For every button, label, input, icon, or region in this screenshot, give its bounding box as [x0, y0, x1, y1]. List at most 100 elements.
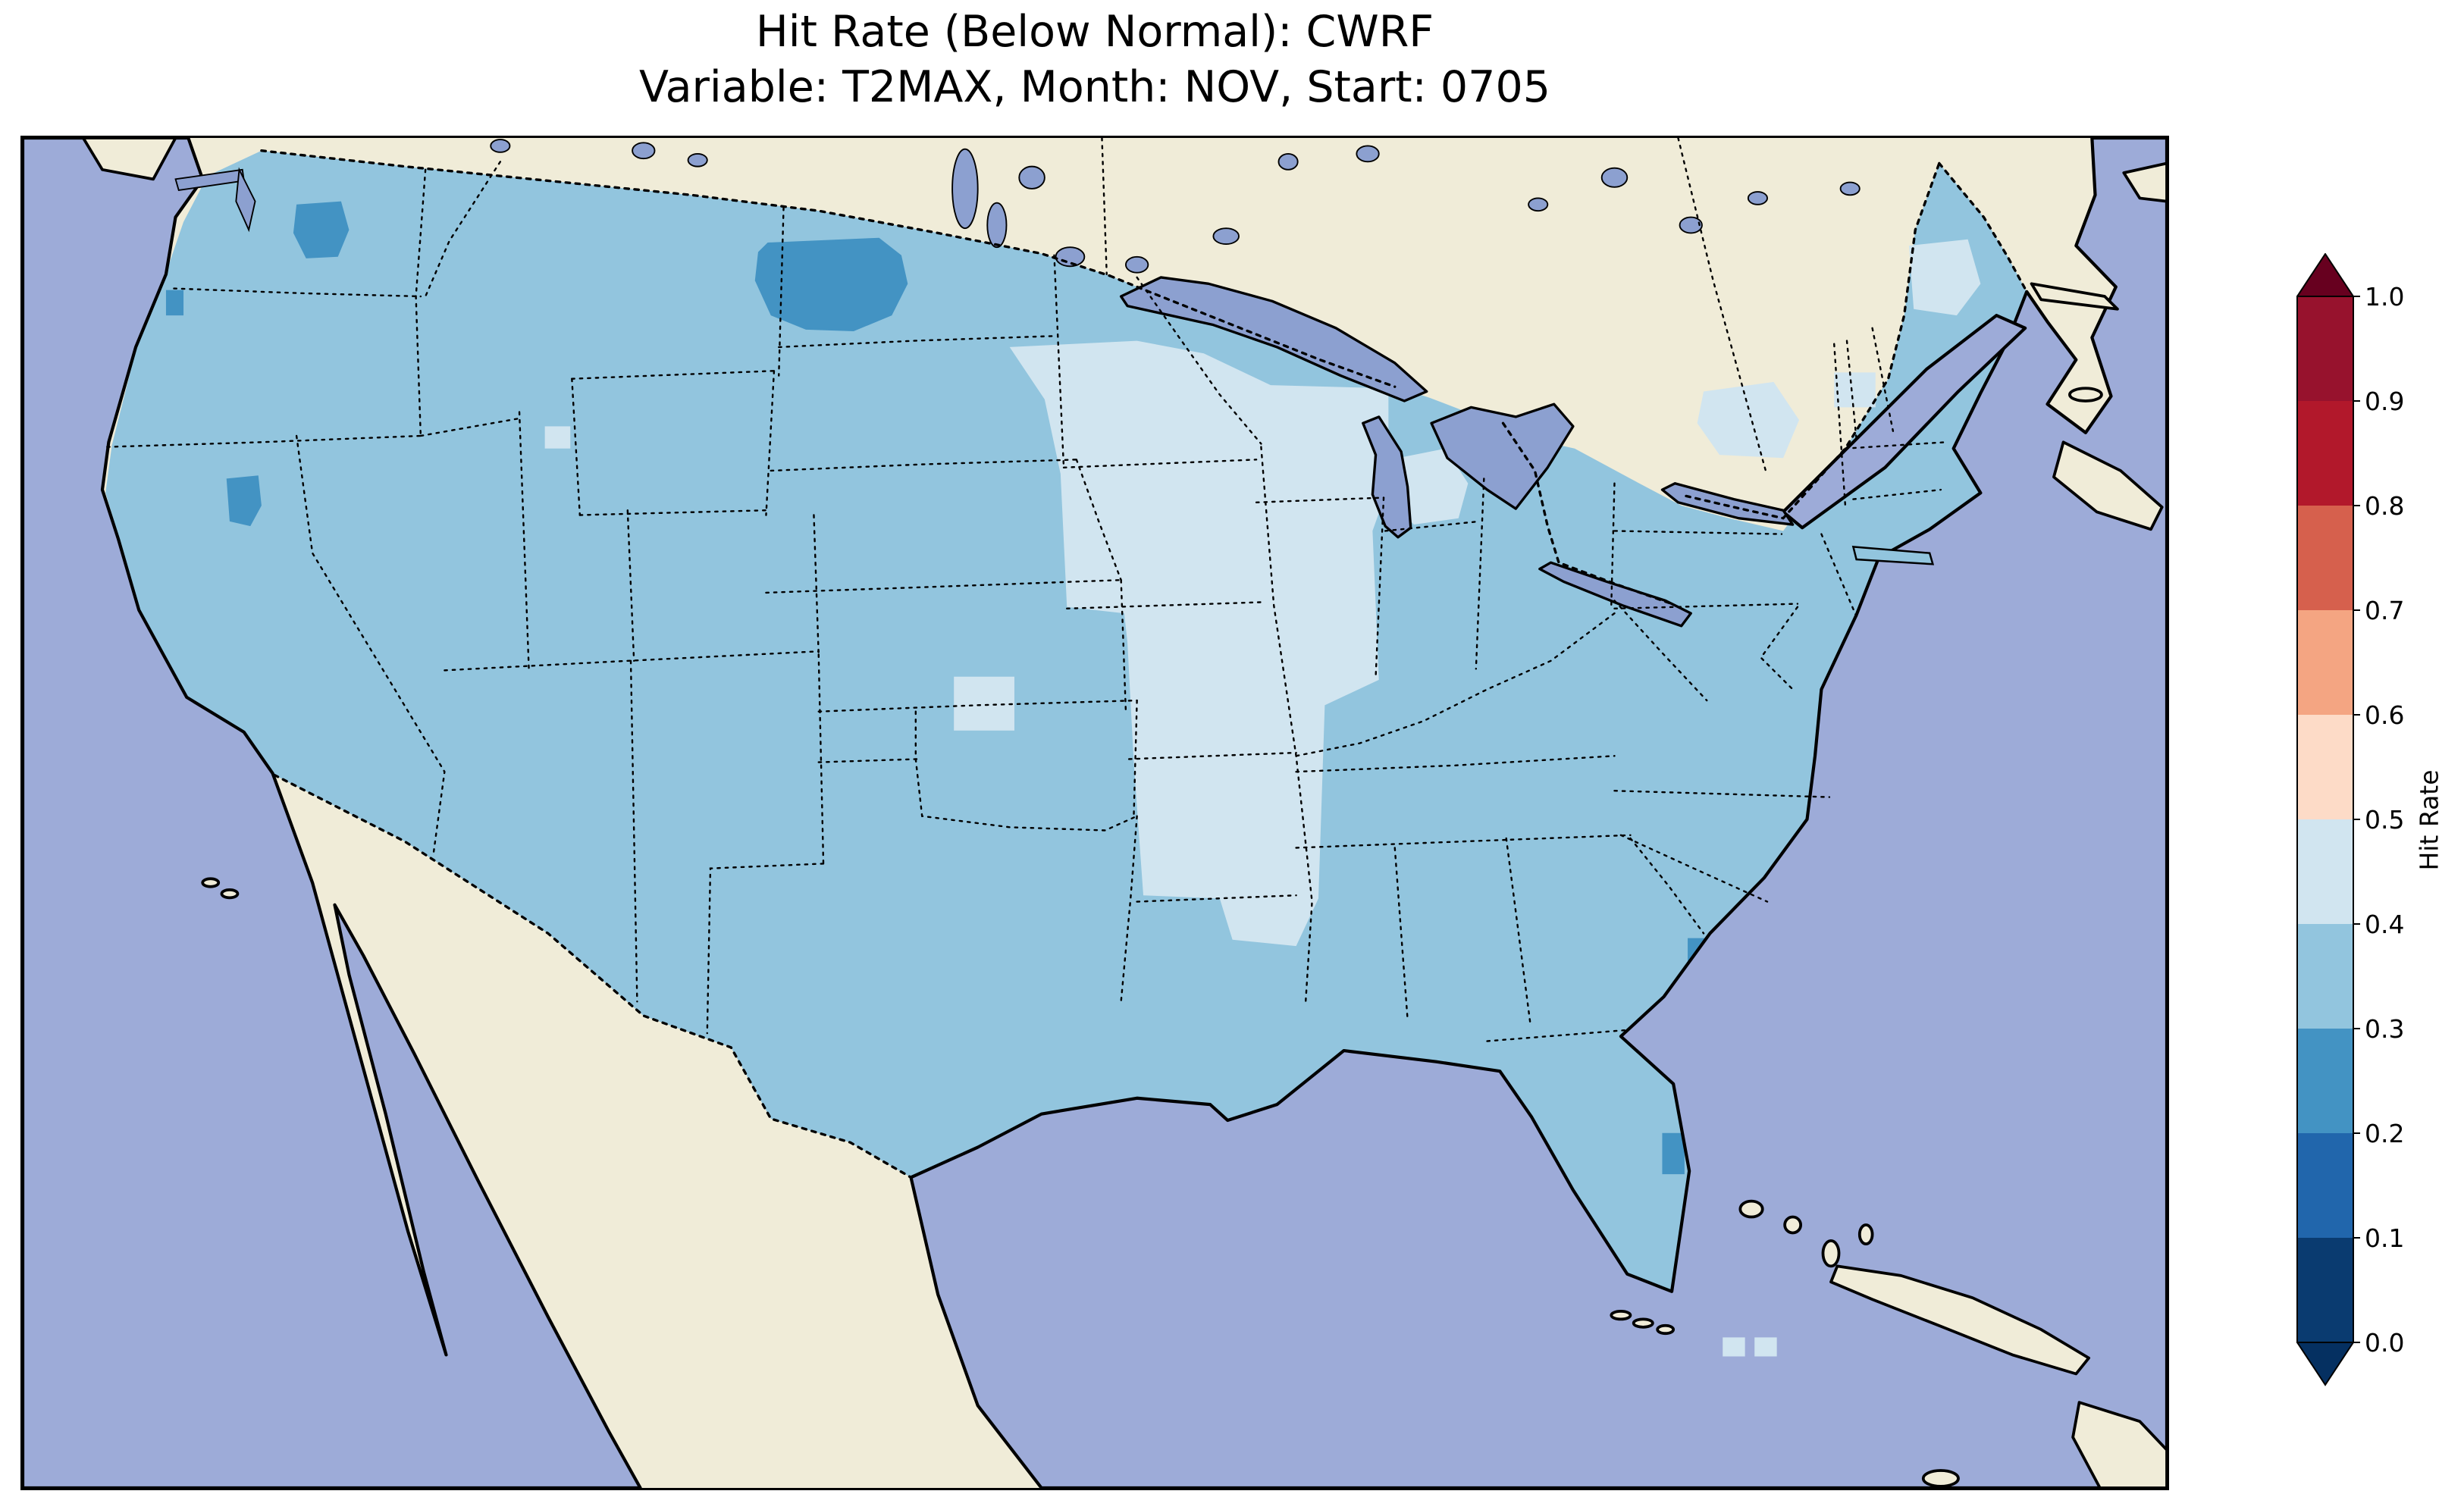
state-border-line	[1062, 459, 1258, 469]
colorbar-bin-0.7-0.8	[2297, 506, 2353, 611]
colorbar-bin-0.5-0.6	[2297, 715, 2353, 820]
colorbar-tick-label: 0.5	[2365, 805, 2404, 835]
map-axes-frame	[20, 136, 2169, 1490]
colorbar-bin-0.8-0.9	[2297, 401, 2353, 506]
lake	[1356, 145, 1380, 163]
maine-light-patch	[1908, 239, 1981, 316]
long-island	[1851, 545, 1935, 565]
state-border-line	[778, 335, 1055, 349]
colorbar-bin-0.1-0.2	[2297, 1133, 2353, 1239]
atlantic-and-gulf-of-mexico	[909, 138, 2167, 1488]
state-border-line	[1844, 441, 1947, 449]
state-border-line	[578, 509, 767, 516]
state-border-line	[1295, 834, 1632, 849]
state-border-line	[173, 287, 422, 298]
state-border-line	[424, 161, 502, 298]
colorbar-tick-label: 0.8	[2365, 491, 2404, 521]
state-border-line	[1120, 815, 1138, 1003]
state-border-line	[817, 758, 919, 763]
lake	[1277, 152, 1299, 171]
state-borders	[106, 138, 1947, 1042]
state-border-line	[1505, 837, 1531, 1023]
state-border-line	[765, 579, 1122, 594]
prince-edward-island	[2068, 387, 2103, 402]
lake-ontario	[1660, 482, 1795, 526]
province-border-line	[1101, 138, 1108, 275]
colorbar-bin-0.2-0.3	[2297, 1029, 2353, 1134]
colorbar-tick-label: 0.1	[2365, 1223, 2404, 1253]
anticosti-island	[2030, 282, 2119, 311]
lake-huron	[1430, 402, 1575, 510]
vancouver-island	[81, 138, 177, 181]
state-border-line	[1375, 496, 1385, 678]
map-canvas	[23, 138, 2167, 1488]
lake	[1679, 216, 1703, 234]
state-border-line	[415, 168, 427, 437]
state-border-line	[571, 370, 776, 380]
state-border-line	[770, 459, 1078, 472]
state-border-line	[629, 659, 638, 1003]
state-border-line	[1613, 600, 1708, 702]
province-border-line	[1677, 138, 1767, 472]
state-border-line	[1255, 496, 1385, 503]
florida-keys	[1632, 1317, 1654, 1329]
state-border-line	[1066, 601, 1262, 610]
state-border-line	[813, 514, 820, 656]
state-border-line	[1852, 488, 1942, 500]
state-border-line	[914, 758, 1138, 832]
new-england-light-patch	[1834, 372, 1876, 408]
midwest-light-region	[1009, 340, 1389, 947]
conus-hit-rate-layer	[105, 150, 2027, 1292]
lake	[986, 202, 1008, 249]
hispaniola	[2071, 1401, 2167, 1488]
state-border-line	[1820, 533, 1857, 618]
us-canada-border-northeast	[1685, 161, 1941, 520]
us-canada-border-lakes	[1501, 421, 1673, 606]
channel-islands	[201, 877, 221, 888]
state-border-line	[444, 650, 820, 672]
lake	[1528, 197, 1549, 212]
channel-islands	[220, 888, 240, 900]
colorbar-tick-label: 0.6	[2365, 700, 2404, 730]
lake	[632, 142, 656, 160]
jamaica	[1921, 1469, 1960, 1488]
bahamas-island	[1857, 1223, 1874, 1245]
lake-winnipeg	[951, 148, 979, 230]
colorbar-bin-0.6-0.7	[2297, 610, 2353, 716]
bahamas-island	[1783, 1215, 1803, 1235]
colorbar-tick-label: 0.0	[2365, 1328, 2404, 1358]
cuba	[1829, 1264, 2091, 1376]
colorbar-extend-under	[2296, 1342, 2355, 1386]
nova-scotia	[2052, 440, 2164, 531]
st-lawrence-river	[1781, 314, 2027, 530]
lake-erie	[1538, 561, 1692, 628]
florida-coast-low-patch	[1662, 1132, 1685, 1175]
state-border-line	[1393, 847, 1409, 1020]
colorbar-extend-over	[2296, 253, 2355, 297]
state-border-line	[1133, 699, 1138, 817]
state-border-line	[1845, 340, 1857, 440]
colorbar-tick-label: 0.4	[2365, 910, 2404, 939]
state-border-line	[295, 434, 446, 856]
state-border-line	[1075, 459, 1122, 581]
colorbar-axis-label: Hit Rate	[2414, 769, 2444, 871]
lake	[1018, 165, 1045, 189]
state-border-line	[1053, 254, 1065, 469]
colorbar-bin-0.4-0.5	[2297, 819, 2353, 925]
state-border-line	[1295, 755, 1616, 773]
colorbar: 1.0 0.9 0.8 0.7 0.6 0.5 0.4 0.3 0.2 0.1 0.0	[2296, 253, 2404, 1386]
figure-subtitle: Variable: T2MAX, Month: NOV, Start: 0705	[639, 61, 1550, 112]
state-border-line	[817, 699, 1138, 713]
colorbar-tick-label: 0.9	[2365, 387, 2404, 416]
great-salt-lake-light-patch	[544, 426, 571, 449]
washington-low-patch	[293, 201, 350, 258]
lake	[1839, 181, 1861, 196]
colorbar-tick-label: 0.3	[2365, 1014, 2404, 1044]
north-dakota-low-patch	[754, 237, 908, 332]
pacific-ocean	[23, 138, 642, 1488]
us-canada-border-superior	[1108, 274, 1397, 388]
international-borders	[260, 149, 2028, 1179]
kansas-oklahoma-light-patch	[954, 676, 1014, 731]
lake-nipigon	[1212, 227, 1240, 245]
nevada-low-patch	[226, 475, 262, 527]
